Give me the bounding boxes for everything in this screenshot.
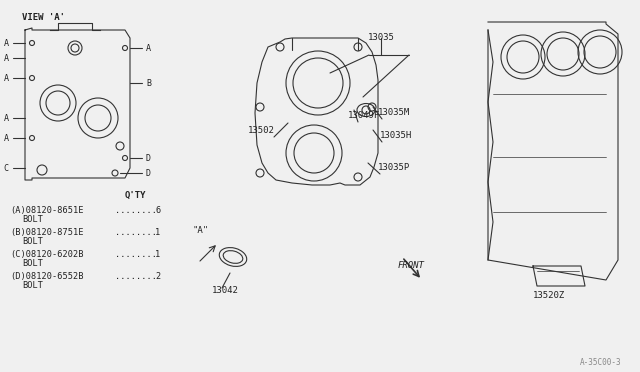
Text: B: B (146, 78, 151, 87)
Text: 13035H: 13035H (380, 131, 412, 140)
Text: 1: 1 (155, 250, 160, 259)
Text: 1: 1 (155, 228, 160, 237)
Text: BOLT: BOLT (22, 237, 43, 246)
Text: BOLT: BOLT (22, 281, 43, 290)
Text: 2: 2 (155, 272, 160, 281)
Text: ........: ........ (115, 206, 157, 215)
Text: 13035M: 13035M (378, 108, 410, 117)
Text: ........: ........ (115, 250, 157, 259)
Text: (D)08120-6552B: (D)08120-6552B (10, 272, 83, 281)
Text: A-35C00-3: A-35C00-3 (580, 358, 621, 367)
Text: VIEW 'A': VIEW 'A' (22, 13, 65, 22)
Text: A: A (3, 54, 8, 62)
Text: A: A (146, 44, 151, 52)
Text: BOLT: BOLT (22, 215, 43, 224)
Text: D: D (146, 154, 151, 163)
Text: BOLT: BOLT (22, 259, 43, 268)
Text: 13042: 13042 (212, 286, 239, 295)
Text: A: A (3, 74, 8, 83)
Text: C: C (3, 164, 8, 173)
Text: (B)08120-8751E: (B)08120-8751E (10, 228, 83, 237)
Text: (C)08120-6202B: (C)08120-6202B (10, 250, 83, 259)
Text: "A": "A" (192, 226, 208, 235)
Text: 6: 6 (155, 206, 160, 215)
Text: ........: ........ (115, 228, 157, 237)
Text: 13502: 13502 (248, 126, 275, 135)
Text: A: A (3, 134, 8, 142)
Text: FRONT: FRONT (398, 261, 425, 270)
Text: A: A (3, 38, 8, 48)
Text: A: A (3, 113, 8, 122)
Text: 13035: 13035 (368, 33, 395, 42)
Text: 13035P: 13035P (378, 163, 410, 172)
Text: (A)08120-8651E: (A)08120-8651E (10, 206, 83, 215)
Text: ........: ........ (115, 272, 157, 281)
Text: 13049F: 13049F (348, 111, 380, 120)
Text: 13520Z: 13520Z (533, 291, 565, 300)
Text: D: D (146, 169, 151, 177)
Text: Q'TY: Q'TY (125, 191, 147, 200)
